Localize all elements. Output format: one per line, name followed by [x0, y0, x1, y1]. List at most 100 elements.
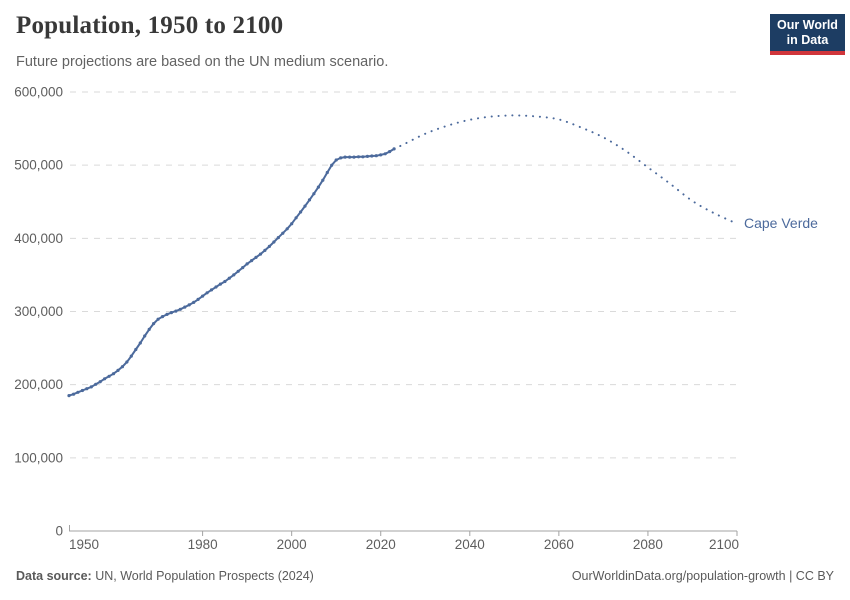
observed-series-point — [290, 222, 294, 226]
observed-series-point — [343, 155, 347, 159]
observed-series-point — [379, 153, 383, 157]
observed-series-point — [165, 312, 169, 316]
observed-series-point — [169, 311, 173, 315]
page-title: Population, 1950 to 2100 — [16, 12, 284, 39]
observed-series-point — [85, 387, 89, 391]
x-tick-label: 2020 — [366, 537, 396, 552]
x-tick-label: 2040 — [455, 537, 485, 552]
y-tick-label: 500,000 — [14, 158, 63, 173]
observed-series-point — [263, 248, 267, 252]
observed-series-point — [218, 282, 222, 286]
observed-series-point — [71, 392, 76, 396]
y-tick-label: 0 — [55, 524, 63, 539]
observed-series-point — [272, 240, 276, 244]
observed-series-point — [227, 276, 231, 280]
observed-series-point — [116, 368, 120, 372]
observed-series-point — [94, 382, 98, 386]
observed-series-point — [205, 291, 209, 295]
observed-series-point — [160, 315, 165, 319]
observed-series-point — [365, 154, 369, 158]
observed-series-point — [361, 155, 365, 159]
chart-footer: Data source: UN, World Population Prospe… — [16, 569, 834, 583]
observed-series-point — [307, 198, 312, 202]
observed-series-point — [285, 227, 289, 231]
observed-series-point — [303, 204, 307, 208]
x-tick-label: 2000 — [277, 537, 307, 552]
y-tick-label: 600,000 — [14, 85, 63, 100]
observed-series-point — [299, 210, 303, 214]
credit-text: OurWorldinData.org/population-growth | C… — [571, 569, 834, 583]
observed-series-point — [187, 303, 191, 307]
observed-series-point — [80, 388, 84, 393]
observed-series-point — [107, 374, 111, 378]
observed-series-point — [250, 259, 254, 263]
observed-series-point — [294, 216, 298, 220]
observed-series-point — [196, 297, 200, 301]
observed-series-point — [232, 273, 236, 277]
y-tick-label: 400,000 — [14, 231, 63, 246]
x-tick-label: 2060 — [544, 537, 574, 552]
observed-series-point — [316, 185, 320, 189]
y-tick-label: 200,000 — [14, 377, 63, 392]
observed-series-point — [138, 341, 142, 345]
y-tick-label: 300,000 — [14, 304, 63, 319]
observed-series-point — [67, 394, 71, 398]
observed-series-line — [68, 147, 396, 397]
observed-series-point — [174, 309, 178, 313]
observed-series-point — [258, 252, 263, 256]
observed-series-point — [370, 154, 374, 158]
observed-series-point — [89, 385, 93, 389]
observed-series-point — [254, 255, 258, 259]
observed-series-point — [98, 380, 102, 384]
owid-logo: Our World in Data — [770, 14, 845, 55]
observed-series-point — [245, 262, 249, 266]
observed-series-point — [152, 322, 156, 326]
observed-series-point — [103, 377, 107, 381]
data-source-text: Data source: UN, World Population Prospe… — [16, 569, 314, 583]
owid-logo-line2: in Data — [786, 33, 829, 47]
observed-series-point — [241, 266, 245, 270]
observed-series-point — [330, 163, 334, 167]
observed-series-point — [183, 305, 187, 309]
observed-series-point — [223, 279, 227, 284]
observed-series-point — [156, 317, 160, 321]
observed-series-point — [356, 155, 361, 159]
observed-series-point — [201, 294, 205, 298]
observed-series-point — [339, 156, 343, 160]
observed-series-point — [111, 372, 116, 376]
observed-series-point — [129, 354, 133, 358]
observed-series-point — [76, 390, 80, 394]
observed-series-point — [214, 285, 218, 289]
observed-series-point — [125, 360, 129, 364]
observed-series-point — [209, 288, 214, 292]
observed-series-point — [374, 154, 378, 158]
projected-series-line — [393, 114, 738, 225]
observed-series-point — [281, 231, 285, 235]
data-source-label: Data source: — [16, 569, 92, 583]
observed-series-point — [192, 300, 196, 304]
observed-series-point — [267, 244, 271, 248]
observed-series-point — [388, 150, 392, 154]
x-tick-label: 1980 — [188, 537, 218, 552]
page-subtitle: Future projections are based on the UN m… — [16, 54, 389, 70]
observed-series-point — [325, 170, 329, 175]
observed-series-point — [143, 334, 147, 338]
x-tick-label: 2100 — [709, 537, 739, 552]
x-tick-label: 1950 — [69, 537, 99, 552]
y-tick-label: 100,000 — [14, 450, 63, 465]
observed-series-point — [392, 147, 396, 151]
owid-logo-line1: Our World — [777, 18, 838, 32]
entity-label: Cape Verde — [744, 215, 818, 231]
observed-series-point — [276, 236, 280, 240]
observed-series-point — [312, 192, 316, 196]
observed-series-point — [334, 158, 338, 162]
observed-series-point — [120, 365, 124, 369]
observed-series-point — [383, 152, 387, 156]
observed-series-point — [134, 347, 138, 352]
observed-series-point — [352, 155, 356, 159]
observed-series-point — [147, 327, 151, 331]
observed-series-point — [178, 307, 182, 311]
x-tick-label: 2080 — [633, 537, 663, 552]
observed-series-point — [348, 155, 352, 159]
